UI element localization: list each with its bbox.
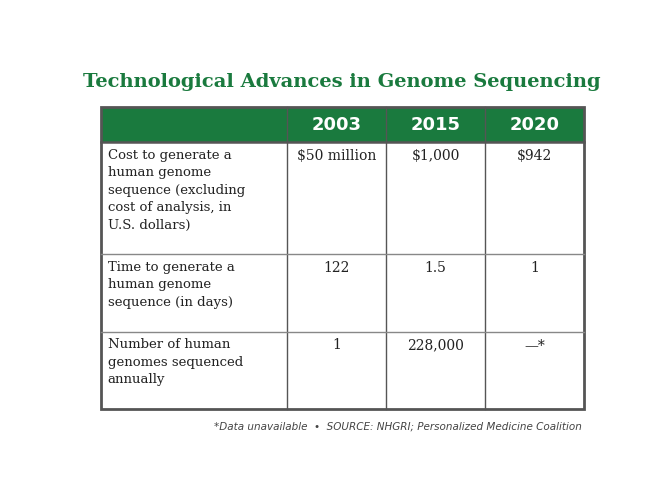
Text: Technological Advances in Genome Sequencing: Technological Advances in Genome Sequenc… xyxy=(83,73,601,91)
Text: Cost to generate a
human genome
sequence (excluding
cost of analysis, in
U.S. do: Cost to generate a human genome sequence… xyxy=(107,149,245,232)
Text: 1: 1 xyxy=(332,338,341,353)
Text: *Data unavailable  •  SOURCE: NHGRI; Personalized Medicine Coalition: *Data unavailable • SOURCE: NHGRI; Perso… xyxy=(214,422,582,432)
Text: Number of human
genomes sequenced
annually: Number of human genomes sequenced annual… xyxy=(107,338,243,386)
Text: $942: $942 xyxy=(517,149,552,163)
Bar xyxy=(101,107,584,409)
Text: 228,000: 228,000 xyxy=(407,338,464,353)
Text: 2020: 2020 xyxy=(510,116,560,133)
Text: $50 million: $50 million xyxy=(297,149,376,163)
Text: 122: 122 xyxy=(323,261,350,275)
Bar xyxy=(101,107,584,142)
Text: $1,000: $1,000 xyxy=(412,149,460,163)
Text: —*: —* xyxy=(524,338,545,353)
Text: Time to generate a
human genome
sequence (in days): Time to generate a human genome sequence… xyxy=(107,261,235,309)
Text: 1: 1 xyxy=(530,261,539,275)
Text: 2015: 2015 xyxy=(410,116,460,133)
Text: 2003: 2003 xyxy=(311,116,362,133)
Text: 1.5: 1.5 xyxy=(424,261,446,275)
